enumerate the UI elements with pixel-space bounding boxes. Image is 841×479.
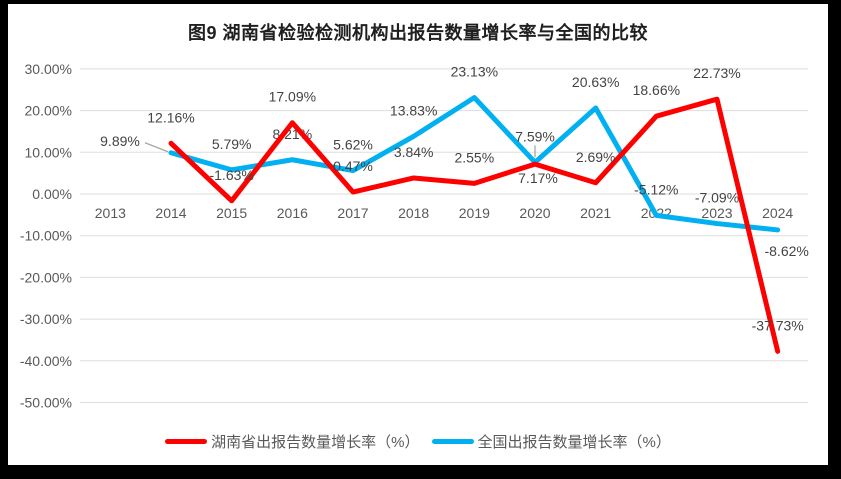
legend: 湖南省出报告数量增长率（%） 全国出报告数量增长率（%） (8, 431, 828, 452)
data-label: 18.66% (633, 82, 680, 98)
data-label: 5.62% (333, 137, 373, 153)
y-axis-tick-label: 20.00% (25, 103, 72, 119)
x-axis-label: 2020 (519, 205, 550, 221)
x-axis-label: 2015 (216, 205, 247, 221)
y-axis-tick-label: -40.00% (20, 353, 72, 369)
x-axis-label: 2023 (701, 205, 732, 221)
x-axis-label: 2013 (95, 205, 126, 221)
plot-area: 30.00% 20.00% 10.00% 0.00% -10.00% -20.00% -30… (20, 61, 809, 411)
y-axis-tick-label: 30.00% (25, 61, 72, 77)
data-label: -1.63% (209, 167, 253, 183)
data-label: 2.69% (576, 149, 616, 165)
data-label: 2.55% (454, 149, 494, 165)
data-label: 9.89% (100, 133, 140, 149)
legend-label-hunan: 湖南省出报告数量增长率（%） (211, 434, 420, 451)
x-axis-label: 2018 (398, 205, 429, 221)
chart-canvas: 图9 湖南省检验检测机构出报告数量增长率与全国的比较 30.00% 20.00% 1… (8, 4, 828, 465)
legend-label-national: 全国出报告数量增长率（%） (477, 434, 671, 451)
y-axis-tick-label: 0.00% (32, 186, 72, 202)
gridlines (80, 68, 808, 403)
y-axis-tick-label: -50.00% (20, 395, 72, 411)
chart-title: 图9 湖南省检验检测机构出报告数量增长率与全国的比较 (187, 23, 648, 43)
series-labels-national: 9.89% 5.79%8.21%5.62%13.83%23.13%7.59%20.… (100, 64, 809, 259)
y-axis-tick-label: -10.00% (20, 228, 72, 244)
series-line-hunan (168, 96, 781, 354)
data-label: -5.12% (634, 181, 678, 197)
data-label: 3.84% (394, 144, 434, 160)
y-axis-tick-label: -20.00% (20, 269, 72, 285)
data-label: -37.73% (752, 317, 804, 333)
data-label: -8.62% (764, 243, 808, 259)
data-label: 7.17% (518, 170, 558, 186)
data-label: 7.59% (515, 128, 555, 144)
series-line-national (168, 95, 781, 233)
data-label: 13.83% (390, 102, 437, 118)
legend-line-sample-hunan (165, 439, 208, 444)
data-label: 12.16% (147, 109, 194, 125)
leader-lines (144, 142, 536, 158)
x-axis-label: 2014 (155, 205, 186, 221)
data-label: 20.63% (572, 74, 619, 90)
x-axis-label: 2024 (762, 205, 793, 221)
x-axis-label: 2019 (459, 205, 490, 221)
data-label: -7.09% (695, 190, 739, 206)
data-label: 5.79% (212, 136, 252, 152)
data-label: 0.47% (333, 158, 373, 174)
legend-item-hunan: 湖南省出报告数量增长率（%） (165, 431, 420, 452)
legend-line-sample-national (431, 439, 474, 444)
x-axis-label: 2017 (337, 205, 368, 221)
x-axis-label: 2016 (277, 205, 308, 221)
data-label: 17.09% (269, 89, 316, 105)
y-axis-tick-label: -30.00% (20, 311, 72, 327)
x-axis-label: 2021 (580, 205, 611, 221)
y-axis-tick-label: 10.00% (25, 144, 72, 160)
label-leader-line (144, 142, 169, 153)
data-label: 22.73% (693, 65, 740, 81)
data-label: 23.13% (451, 64, 498, 80)
legend-item-national: 全国出报告数量增长率（%） (431, 431, 671, 452)
series-labels-hunan: 12.16% -1.63% 17.09% 0.47% 3.84% 2.55% 7.17% 2.… (147, 65, 803, 333)
